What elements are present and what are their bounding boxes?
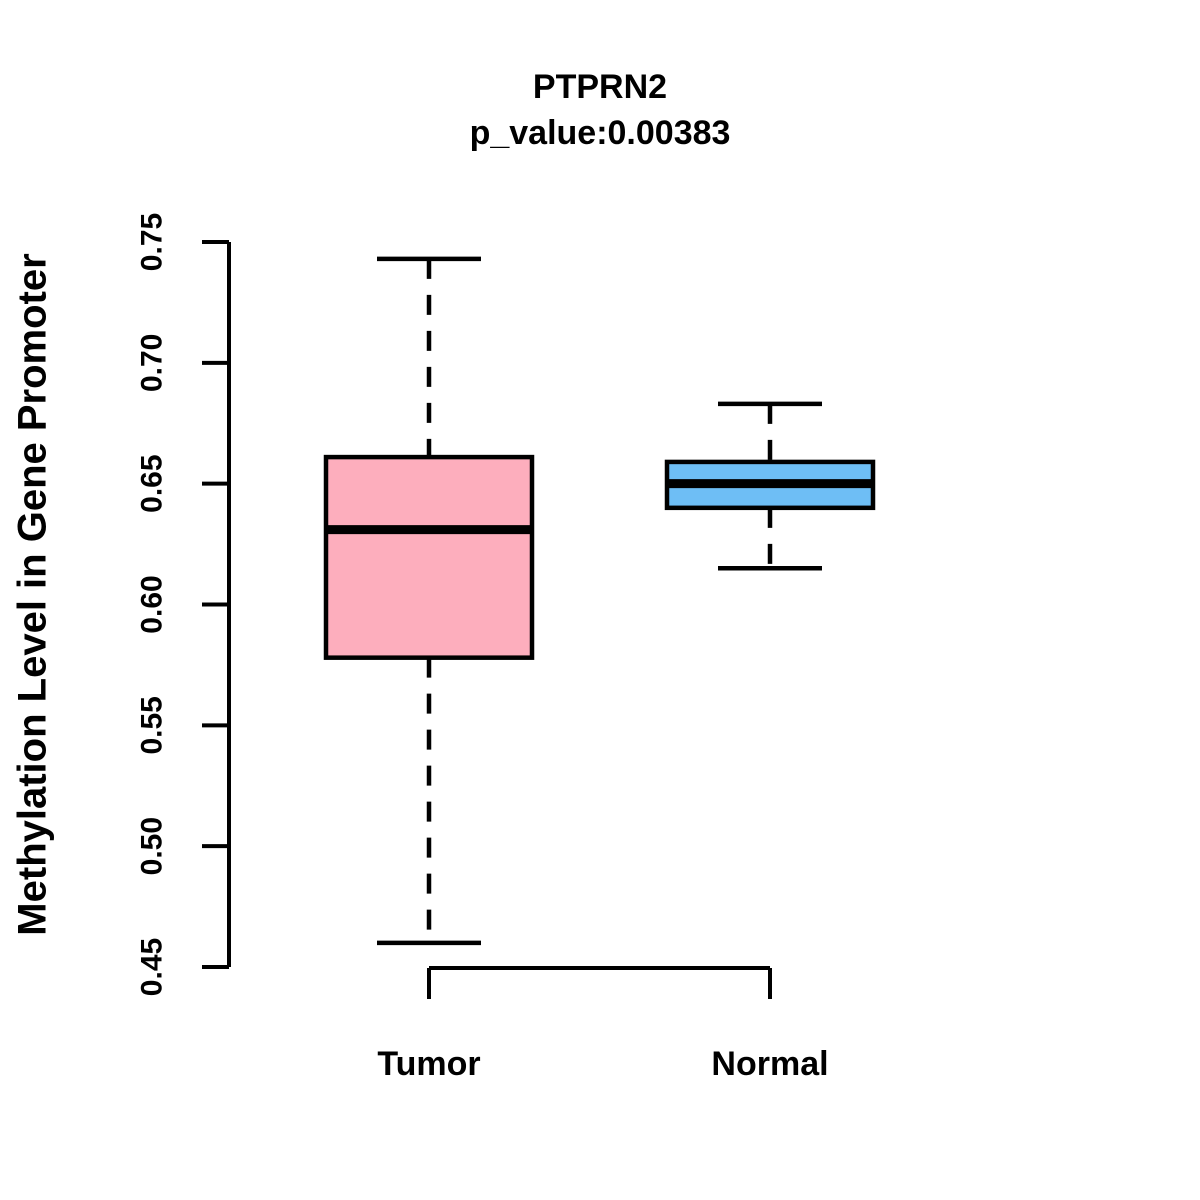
- tumor-box: [323, 454, 535, 660]
- y-tick-label: 0.45: [136, 938, 169, 996]
- y-tick-label: 0.65: [136, 454, 169, 512]
- x-category-label-normal: Normal: [711, 1045, 828, 1083]
- chart-title: PTPRN2: [532, 68, 668, 106]
- y-tick-label: 0.55: [136, 696, 169, 754]
- x-category-label-tumor: Tumor: [377, 1045, 480, 1083]
- y-tick-label: 0.75: [136, 213, 169, 271]
- y-tick-label: 0.50: [136, 817, 169, 875]
- y-tick-label: 0.70: [136, 334, 169, 392]
- y-tick-label: 0.60: [136, 575, 169, 633]
- chart-header: PTPRN2 p_value:0.00383: [0, 64, 1200, 156]
- chart-subtitle-pvalue: p_value:0.00383: [469, 114, 731, 152]
